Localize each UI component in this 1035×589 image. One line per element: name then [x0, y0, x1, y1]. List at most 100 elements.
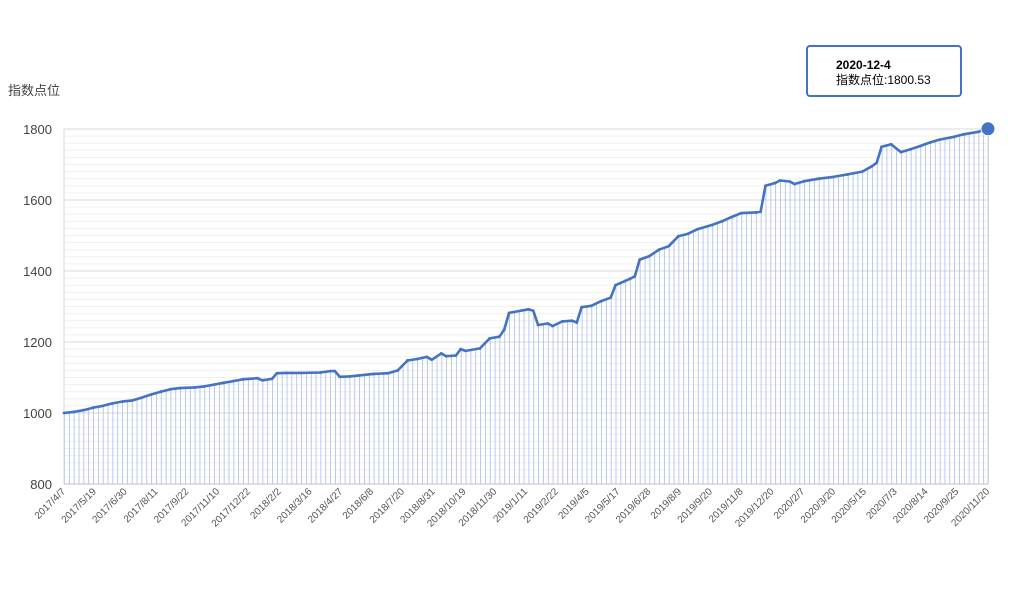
data-point — [478, 346, 482, 350]
data-point — [357, 373, 361, 377]
data-point — [609, 296, 613, 300]
data-point — [976, 130, 980, 134]
data-point — [328, 369, 332, 373]
y-tick-label: 1800 — [23, 122, 52, 137]
data-point — [773, 181, 777, 185]
data-point — [696, 227, 700, 231]
data-point — [599, 299, 603, 303]
index-series — [62, 121, 996, 415]
data-point — [860, 170, 864, 174]
data-point — [270, 377, 274, 381]
y-tick-label: 1200 — [23, 335, 52, 350]
series-line — [63, 127, 989, 415]
data-point — [531, 309, 535, 313]
data-point — [81, 408, 85, 412]
data-point — [464, 349, 467, 353]
y-tick-label: 800 — [30, 477, 52, 492]
data-point — [425, 355, 429, 359]
data-point — [406, 359, 409, 362]
data-point — [231, 379, 235, 383]
data-point — [169, 387, 172, 391]
data-point — [817, 177, 821, 181]
data-point — [348, 375, 351, 378]
data-point — [149, 393, 153, 396]
data-point — [899, 150, 903, 154]
data-point — [536, 323, 540, 327]
plot-frame — [63, 129, 989, 485]
data-point — [638, 258, 642, 262]
data-point — [633, 274, 637, 278]
x-axis-tick-labels: 2017/4/72017/5/192017/6/302017/8/112017/… — [33, 486, 993, 529]
data-point — [778, 179, 782, 182]
data-point — [101, 404, 105, 408]
data-point — [285, 371, 288, 375]
highlighted-point[interactable] — [980, 121, 996, 137]
data-point — [831, 175, 835, 179]
data-point — [120, 400, 124, 404]
data-point — [730, 215, 734, 219]
data-point — [710, 223, 714, 227]
data-point — [802, 179, 806, 183]
data-point — [130, 399, 134, 402]
data-point — [178, 386, 182, 390]
data-point — [570, 319, 574, 323]
y-tick-label: 1600 — [23, 193, 52, 208]
data-point — [202, 384, 206, 388]
data-point — [159, 390, 163, 394]
tooltip-value: 指数点位:1800.53 — [836, 73, 931, 87]
data-point — [952, 135, 956, 139]
data-point — [241, 377, 245, 381]
data-point — [372, 372, 376, 376]
y-tick-label: 1400 — [23, 264, 52, 279]
data-point — [928, 141, 932, 144]
data-point — [657, 248, 661, 252]
data-point — [962, 132, 966, 136]
data-point — [889, 142, 893, 146]
data-point — [193, 386, 197, 389]
data-point — [623, 279, 627, 283]
data-point — [507, 311, 511, 315]
data-point — [338, 375, 342, 379]
data-point — [333, 369, 337, 373]
data-point — [759, 210, 763, 214]
data-point — [938, 138, 942, 142]
data-point — [614, 283, 617, 287]
data-point — [560, 320, 564, 323]
data-point — [212, 383, 216, 386]
data-point — [318, 371, 322, 374]
area-drop-lines — [64, 128, 989, 484]
data-point — [260, 378, 264, 382]
data-point — [91, 406, 95, 410]
data-point — [739, 211, 743, 215]
data-point — [846, 173, 850, 176]
data-point — [793, 182, 796, 186]
data-point — [275, 371, 279, 375]
data-point — [439, 351, 443, 355]
data-point — [459, 347, 463, 351]
data-point — [454, 354, 458, 357]
data-point — [415, 357, 419, 361]
data-point — [502, 328, 506, 331]
data-point — [386, 371, 390, 375]
data-point — [110, 402, 114, 405]
data-point — [72, 410, 76, 414]
data-point — [754, 211, 758, 214]
y-tick-label: 1000 — [23, 406, 52, 421]
y-axis-title: 指数点位 — [8, 83, 60, 98]
tooltip-date: 2020-12-4 — [836, 58, 891, 72]
data-point — [764, 184, 767, 188]
data-point — [430, 358, 434, 362]
data-point — [527, 307, 530, 311]
data-point — [62, 411, 66, 415]
data-point — [444, 354, 448, 358]
data-point — [589, 304, 593, 308]
data-point — [222, 381, 226, 385]
data-point — [676, 234, 680, 238]
data-point — [575, 321, 579, 324]
data-point — [875, 161, 879, 165]
data-point — [551, 324, 555, 328]
data-point — [299, 371, 303, 375]
data-point — [140, 396, 143, 400]
data-point — [667, 244, 671, 248]
